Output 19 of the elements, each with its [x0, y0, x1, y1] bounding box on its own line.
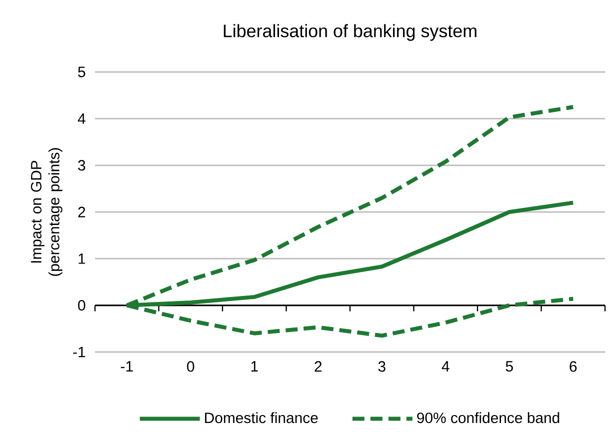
x-tick-label: 0 — [187, 361, 194, 372]
y-tick-label: -1 — [73, 346, 86, 358]
y-tick-label: 3 — [78, 160, 86, 171]
y-tick-label: 4 — [78, 114, 86, 124]
x-tick-label: 1 — [251, 361, 258, 372]
y-tick-label: 5 — [78, 66, 86, 78]
y-axis-title: Impact on GDP (percentage points) — [30, 148, 62, 276]
y-tick-label: 0 — [78, 300, 86, 311]
x-tick-label: 2 — [314, 361, 322, 372]
y-tick-label: 2 — [78, 206, 86, 218]
x-tick-label: -1 — [120, 361, 133, 372]
x-tick-label: 6 — [570, 361, 577, 372]
legend-label: Domestic finance — [205, 412, 318, 424]
x-tick-label: 3 — [378, 361, 386, 372]
y-tick-label: 1 — [78, 254, 86, 264]
chart-title: Liberalisation of banking system — [224, 24, 476, 41]
x-tick-label: 5 — [506, 361, 513, 372]
x-tick-label: 4 — [442, 361, 450, 372]
legend-label: 90% confidence band — [417, 412, 560, 424]
